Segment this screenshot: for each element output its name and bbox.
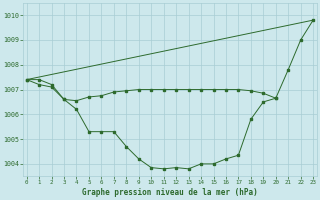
X-axis label: Graphe pression niveau de la mer (hPa): Graphe pression niveau de la mer (hPa) <box>82 188 258 197</box>
